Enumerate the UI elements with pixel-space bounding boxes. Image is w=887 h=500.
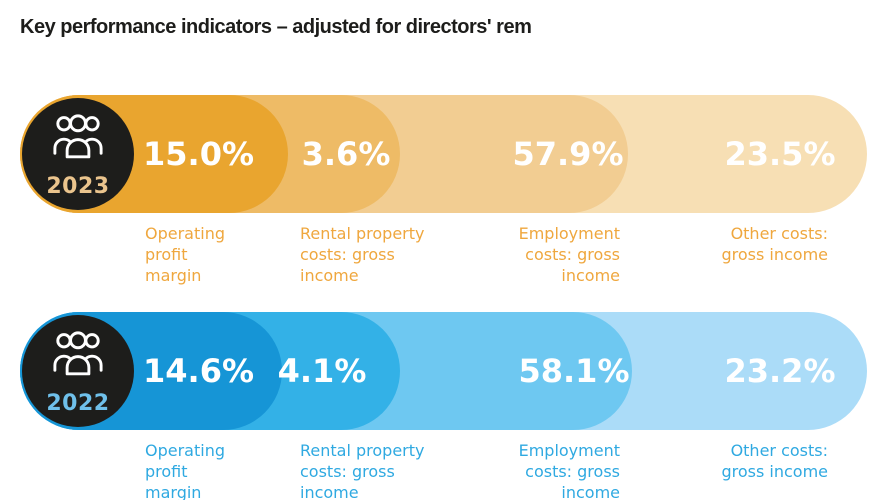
label-rental-costs-2022: Rental property costs: gross income [300,441,425,500]
value-rental-costs-2022: 4.1% [277,352,367,390]
label-operating-margin-2023: Operating profit margin [145,224,225,285]
label-operating-margin-2022: Operating profit margin [145,441,225,500]
page-title: Key performance indicators – adjusted fo… [20,16,532,38]
value-other-costs-2023: 23.5% [724,135,836,173]
year-label-2022: 2022 [46,391,110,416]
year-badge-2023: 2023 [22,98,134,210]
value-operating-margin-2022: 14.6% [143,352,255,390]
kpi-bar-2023: 15.0% 3.6% 57.9% 23.5% 2023 [20,95,867,213]
label-employment-costs-2023: Employment costs: gross income [518,224,620,285]
year-badge-2022: 2022 [22,315,134,427]
label-other-costs-2023: Other costs: gross income [721,224,828,264]
people-group-icon [53,114,103,159]
kpi-bar-2022: 14.6% 4.1% 58.1% 23.2% 2022 [20,312,867,430]
label-other-costs-2022: Other costs: gross income [721,441,828,481]
value-rental-costs-2023: 3.6% [301,135,391,173]
people-group-icon [53,331,103,376]
value-other-costs-2022: 23.2% [724,352,836,390]
value-employment-costs-2023: 57.9% [512,135,624,173]
value-employment-costs-2022: 58.1% [518,352,630,390]
year-label-2023: 2023 [46,174,110,199]
label-rental-costs-2023: Rental property costs: gross income [300,224,425,285]
label-employment-costs-2022: Employment costs: gross income [518,441,620,500]
value-operating-margin-2023: 15.0% [143,135,255,173]
